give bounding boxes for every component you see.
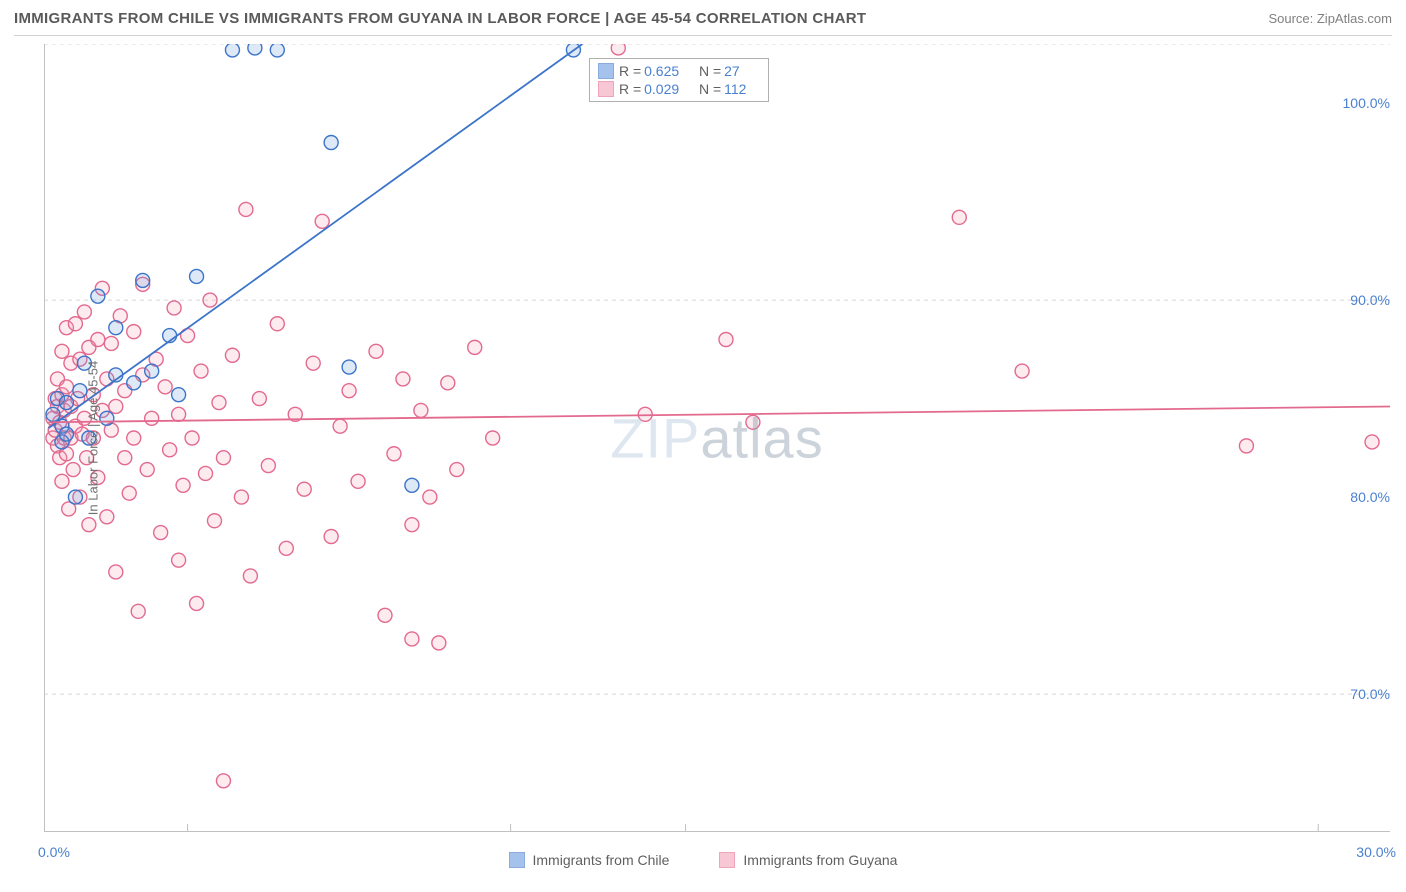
stat-N-chile: 27: [724, 63, 760, 79]
stat-swatch-chile: [598, 63, 614, 79]
stat-swatch-guyana: [598, 81, 614, 97]
source-attribution: Source: ZipAtlas.com: [1268, 11, 1392, 26]
stat-N-label: N =: [696, 63, 724, 79]
source-name: ZipAtlas.com: [1317, 11, 1392, 26]
source-prefix: Source:: [1268, 11, 1316, 26]
stat-N-guyana: 112: [724, 81, 760, 97]
bottom-legend: Immigrants from Chile Immigrants from Gu…: [0, 852, 1406, 868]
y-tick-label: 80.0%: [1350, 489, 1390, 505]
stat-N-label2: N =: [696, 81, 724, 97]
stat-R-label2: R =: [616, 81, 644, 97]
chart-area: In Labor Force | Age 45-54 ZIPatlas: [44, 44, 1390, 832]
chart-title: IMMIGRANTS FROM CHILE VS IMMIGRANTS FROM…: [14, 10, 866, 27]
correlation-stat-box: R = 0.625 N = 27 R = 0.029 N = 112: [589, 58, 769, 102]
legend-label-guyana: Immigrants from Guyana: [743, 852, 897, 868]
legend-swatch-chile: [509, 852, 525, 868]
y-tick-label: 100.0%: [1343, 95, 1390, 111]
legend-swatch-guyana: [719, 852, 735, 868]
y-tick-label: 70.0%: [1350, 686, 1390, 702]
chart-header: IMMIGRANTS FROM CHILE VS IMMIGRANTS FROM…: [14, 8, 1392, 36]
stat-R-label: R =: [616, 63, 644, 79]
legend-item-guyana: Immigrants from Guyana: [719, 852, 897, 868]
y-axis-label: In Labor Force | Age 45-54: [86, 361, 101, 515]
y-tick-label: 90.0%: [1350, 292, 1390, 308]
legend-label-chile: Immigrants from Chile: [533, 852, 670, 868]
legend-item-chile: Immigrants from Chile: [509, 852, 670, 868]
scatter-plot: [44, 44, 1390, 832]
stat-R-guyana: 0.029: [644, 81, 696, 97]
stat-R-chile: 0.625: [644, 63, 696, 79]
